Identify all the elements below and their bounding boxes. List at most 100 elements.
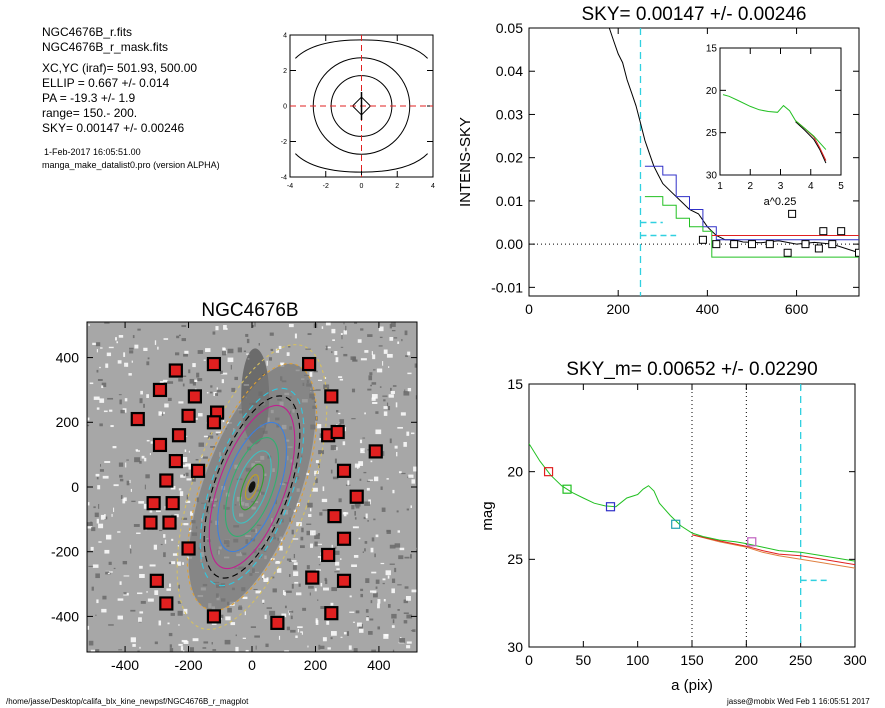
noise-patch [91, 527, 96, 532]
noise-patch [399, 547, 405, 551]
noise-patch [330, 445, 337, 451]
noise-patch [254, 322, 256, 327]
noise-patch [129, 479, 131, 484]
noise-patch [93, 506, 96, 509]
noise-patch [411, 479, 416, 484]
noise-patch [351, 418, 356, 420]
noise-patch [406, 508, 410, 511]
noise-patch [323, 587, 329, 591]
center-coordinates: XC,YC (iraf)= 501.93, 500.00 [42, 61, 198, 75]
noise-patch [306, 472, 309, 476]
noise-patch [95, 573, 100, 579]
noise-patch [375, 411, 379, 414]
noise-patch [362, 437, 366, 439]
noise-patch [340, 346, 344, 348]
noise-patch [383, 411, 388, 416]
noise-patch [283, 592, 286, 596]
noise-patch [104, 461, 111, 463]
noise-patch [383, 633, 389, 639]
noise-patch [146, 394, 149, 398]
noise-patch [116, 341, 119, 344]
noise-patch [120, 495, 123, 499]
noise-patch [375, 534, 379, 538]
noise-patch [190, 511, 193, 516]
noise-patch [320, 606, 325, 609]
noise-patch [98, 541, 102, 543]
fit-info-panel: NGC4676B_r.fits NGC4676B_r_mask.fits XC,… [42, 25, 220, 172]
sky-data-square [837, 227, 846, 236]
noise-patch [159, 381, 164, 384]
noise-patch [301, 632, 303, 635]
noise-patch [119, 399, 122, 405]
noise-patch [181, 517, 188, 520]
mask-box [206, 415, 222, 430]
noise-patch [371, 382, 377, 385]
noise-patch [372, 354, 376, 360]
noise-patch [354, 322, 358, 324]
mask-box [152, 437, 168, 453]
noise-patch [312, 487, 318, 492]
noise-patch [341, 335, 343, 340]
noise-patch [210, 385, 213, 388]
run-date: 1-Feb-2017 16:05:51.00 [44, 147, 141, 157]
noise-patch [404, 586, 409, 589]
noise-patch [188, 369, 191, 374]
noise-patch [196, 372, 200, 378]
sky-inset-ytick-label: 15 [706, 44, 718, 55]
noise-patch [317, 556, 323, 558]
noise-patch [366, 480, 370, 482]
noise-patch [139, 611, 144, 614]
noise-patch [203, 435, 209, 438]
noise-patch [373, 518, 376, 521]
noise-patch [291, 560, 297, 562]
sky-inset-ytick-label: 25 [706, 128, 718, 139]
noise-patch [203, 359, 206, 361]
noise-patch [143, 347, 148, 351]
noise-patch [348, 645, 352, 650]
noise-patch [326, 620, 330, 625]
noise-patch [205, 348, 211, 352]
noise-patch [390, 322, 396, 327]
noise-patch [309, 543, 314, 548]
noise-patch [358, 461, 364, 466]
noise-patch [359, 478, 362, 481]
mask-filename: NGC4676B_r_mask.fits [42, 40, 169, 54]
mask-box [149, 573, 164, 588]
sky-data-square [819, 227, 828, 236]
noise-patch [300, 631, 303, 633]
noise-patch [207, 435, 214, 439]
noise-patch [143, 503, 150, 509]
noise-patch [168, 562, 172, 565]
noise-patch [322, 637, 327, 642]
noise-patch [354, 511, 356, 516]
noise-patch [182, 375, 187, 377]
noise-patch [122, 498, 126, 504]
noise-patch [314, 588, 317, 592]
noise-patch [392, 385, 397, 387]
noise-patch [377, 603, 380, 609]
noise-patch [370, 384, 372, 387]
noise-patch [318, 644, 321, 650]
noise-patch [105, 571, 111, 575]
noise-patch [137, 592, 143, 595]
noise-patch [105, 534, 112, 540]
noise-patch [390, 387, 392, 391]
noise-patch [366, 487, 370, 491]
noise-patch [98, 504, 100, 509]
noise-patch [335, 550, 340, 555]
noise-patch [286, 626, 290, 631]
noise-patch [318, 564, 321, 566]
noise-patch [317, 533, 321, 536]
mask-box [270, 615, 285, 630]
isophote-ytick-label: 2 [283, 68, 287, 75]
noise-patch [391, 330, 396, 332]
noise-patch [245, 333, 249, 337]
noise-patch [377, 626, 381, 630]
noise-patch [389, 563, 395, 565]
mask-box [146, 496, 161, 511]
image-filename: NGC4676B_r.fits [42, 25, 133, 39]
noise-patch [168, 632, 173, 637]
noise-patch [336, 424, 338, 426]
noise-patch [185, 500, 191, 503]
noise-patch [118, 462, 124, 467]
